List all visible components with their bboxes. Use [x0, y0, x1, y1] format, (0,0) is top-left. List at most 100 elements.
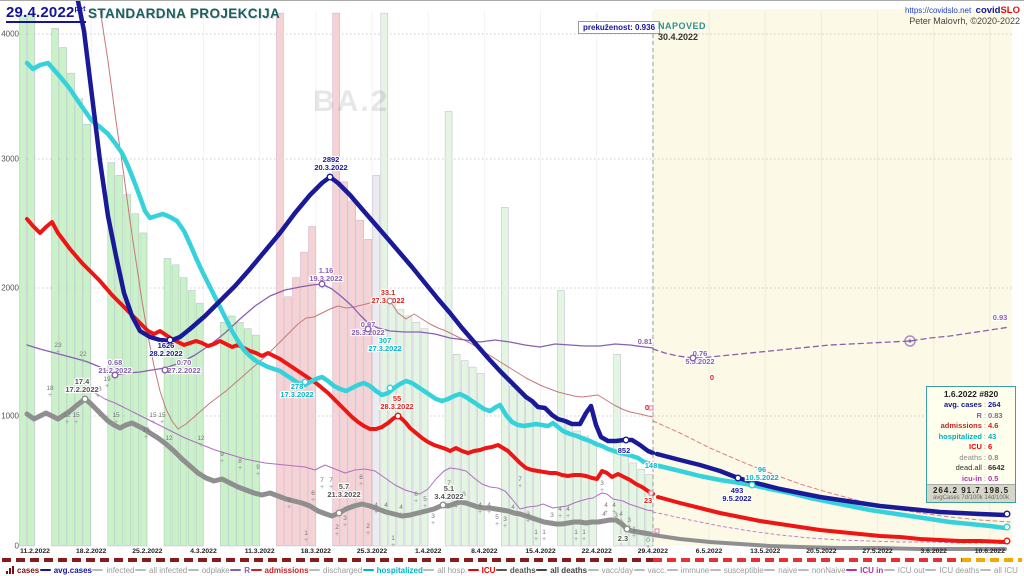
svg-text:+: +: [160, 419, 164, 426]
data-point-marker: [386, 297, 394, 305]
legend-item-admissions[interactable]: admissions: [250, 566, 309, 575]
legend-item-infected[interactable]: infected: [92, 566, 135, 575]
data-point-label: 9: [256, 464, 260, 471]
daily-cases-bar: [195, 302, 204, 547]
svg-text:+: +: [542, 536, 546, 543]
data-point-label: 19: [103, 376, 111, 383]
daily-cases-bar: [252, 334, 260, 547]
legend-item-icu-in[interactable]: ICU in: [846, 566, 883, 575]
legend-item-immune[interactable]: immune: [666, 566, 709, 575]
info-row-hospitalized: hospitalized:43: [938, 431, 997, 441]
svg-text:+: +: [287, 504, 291, 511]
data-point-label: 3: [627, 517, 631, 524]
legend-dash-icon: [979, 569, 991, 571]
legend-item-nonnaive[interactable]: nonNaive: [797, 566, 846, 575]
data-point-label: 6: [414, 491, 418, 498]
legend-item-all-icu[interactable]: all ICU: [979, 565, 1018, 575]
daily-cases-bar: [565, 424, 573, 547]
data-point-label: 8: [238, 458, 242, 465]
data-point-label: 0: [646, 537, 650, 544]
data-point-label: 4: [399, 504, 403, 511]
daily-cases-bar: [517, 392, 525, 547]
legend-item-label: ICU deaths: [939, 565, 980, 575]
svg-text:+: +: [582, 536, 586, 543]
legend-item-odplake[interactable]: odplake: [187, 566, 230, 575]
data-point-label: 5: [287, 497, 291, 504]
data-point-label: 22: [79, 351, 87, 358]
series-annotation: 1.16 19.3.2022: [309, 266, 342, 283]
legend-item-naive[interactable]: naive: [764, 566, 797, 575]
svg-text:+: +: [366, 530, 370, 537]
legend-item-deaths[interactable]: deaths: [495, 566, 536, 575]
legend-item-cases[interactable]: cases: [6, 566, 39, 575]
legend-item-vacc-[interactable]: vacc.: [633, 566, 666, 575]
data-point-marker: [622, 436, 630, 444]
data-point-marker: [748, 481, 756, 489]
svg-text:+: +: [329, 484, 333, 491]
daily-cases-bar: [228, 315, 236, 547]
data-point-label: 3: [343, 515, 347, 522]
daily-cases-bar: [380, 12, 389, 547]
legend-item-icu[interactable]: ICU: [467, 565, 496, 575]
x-tick-label: 18.3.2022: [301, 548, 331, 555]
daily-cases-bar: [51, 28, 59, 547]
legend-item-label: all ICU: [993, 565, 1018, 575]
info-row-deaths: deaths:0.8: [959, 452, 999, 462]
legend-item-vacc-day[interactable]: vacc/day: [587, 566, 633, 575]
legend-dash-icon: [309, 569, 321, 571]
data-point-label: 1: [574, 529, 578, 536]
legend-item-label: all infected: [149, 565, 188, 575]
legend-item-label: discharged: [323, 565, 363, 575]
svg-text:+: +: [574, 536, 578, 543]
series-annotation: 852: [618, 446, 631, 455]
svg-text:+: +: [462, 498, 466, 505]
legend-item-all-deaths[interactable]: all deaths: [536, 566, 587, 575]
x-tick-label: 20.5.2022: [806, 548, 836, 555]
series-annotation: 1626 28.2.2022: [149, 341, 182, 358]
legend-item-discharged[interactable]: discharged: [309, 566, 362, 575]
series-annotation: 0: [710, 373, 714, 382]
data-point-marker: [1003, 510, 1011, 518]
svg-text:+: +: [359, 481, 363, 488]
svg-text:+: +: [566, 513, 570, 520]
data-point-label: 1: [632, 526, 636, 533]
daily-cases-bar: [340, 181, 348, 547]
daily-cases-bar: [276, 12, 284, 547]
legend-item-label: ICU: [481, 565, 496, 575]
daily-cases-bar: [67, 72, 75, 547]
legend-item-avg-cases[interactable]: avg.cases: [39, 566, 92, 575]
legend-item-all-hosp-[interactable]: all hosp.: [423, 566, 467, 575]
forecast-square-marker: [648, 490, 654, 496]
x-tick-label: 25.3.2022: [357, 548, 387, 555]
legend-item-susceptible[interactable]: susceptible: [709, 566, 764, 575]
series-R: [26, 283, 654, 376]
legend-item-r[interactable]: R: [230, 566, 250, 575]
legend-item-icu-out[interactable]: ICU out: [883, 566, 925, 575]
daily-cases-bar: [589, 440, 597, 547]
data-point-label: 12: [197, 435, 205, 442]
data-point-marker: [166, 336, 174, 344]
incidence-caption: avgCases 7d/100k 14d/100k: [932, 495, 1010, 501]
info-box-title: 1.6.2022 #820: [943, 389, 999, 399]
legend-item-icu-deaths[interactable]: ICU deaths: [925, 566, 979, 575]
incidence-values: 264.2 91.7 198.5: [932, 486, 1010, 495]
data-point-marker: [161, 366, 169, 374]
data-point-label: 18: [46, 385, 54, 392]
legend-item-all-infected[interactable]: all infected: [135, 566, 187, 575]
forecast-square-marker: [654, 528, 660, 534]
data-point-label: 7: [329, 477, 333, 484]
legend-dash-icon: [92, 569, 104, 571]
site-url-link[interactable]: https://covidslo.net: [904, 6, 972, 15]
forecast-square-marker: [648, 405, 654, 411]
data-point-label: 5: [423, 496, 427, 503]
daily-cases-bar: [396, 309, 405, 547]
legend-item-hospitalized[interactable]: hospitalized: [362, 566, 423, 575]
series-annotation: 17.4 17.2.2022: [65, 377, 98, 394]
series-annotation: 0.93: [993, 313, 1008, 322]
data-point-marker: [386, 384, 394, 392]
legend-dash-icon: [709, 569, 721, 571]
svg-text:+: +: [343, 522, 347, 529]
series-annotation: 0.68 21.2.2022: [98, 358, 131, 375]
legend-item-label: ICU in: [860, 565, 884, 575]
